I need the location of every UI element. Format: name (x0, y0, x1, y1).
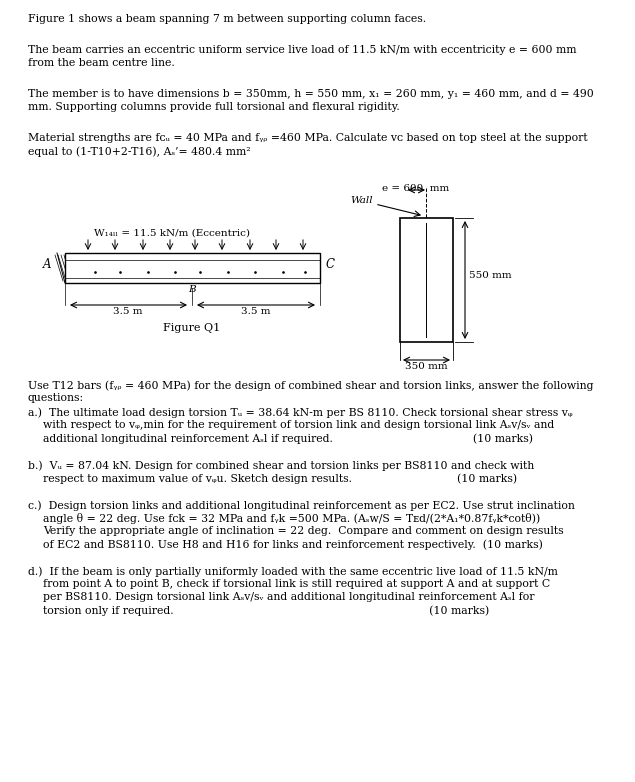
Text: Verify the appropriate angle of inclination = 22 deg.  Compare and comment on de: Verify the appropriate angle of inclinat… (43, 526, 564, 536)
Text: per BS8110. Design torsional link Aₛv/sᵥ and additional longitudinal reinforceme: per BS8110. Design torsional link Aₛv/sᵥ… (43, 592, 535, 602)
Text: Figure Q1: Figure Q1 (163, 323, 220, 333)
Text: d.)  If the beam is only partially uniformly loaded with the same eccentric live: d.) If the beam is only partially unifor… (28, 566, 558, 576)
Text: Figure 1 shows a beam spanning 7 m between supporting column faces.: Figure 1 shows a beam spanning 7 m betwe… (28, 14, 426, 24)
Text: with respect to vᵩ,min for the requirement of torsion link and design torsional : with respect to vᵩ,min for the requireme… (43, 420, 554, 430)
Text: Wall: Wall (350, 196, 373, 205)
Text: additional longitudinal reinforcement Aₛl if required.                          : additional longitudinal reinforcement Aₛ… (43, 433, 533, 443)
Text: B: B (188, 285, 196, 294)
Text: mm. Supporting columns provide full torsional and flexural rigidity.: mm. Supporting columns provide full tors… (28, 102, 400, 112)
Text: from the beam centre line.: from the beam centre line. (28, 58, 175, 68)
Text: a.)  The ultimate load design torsion Tᵤ = 38.64 kN-m per BS 8110. Check torsion: a.) The ultimate load design torsion Tᵤ … (28, 407, 573, 418)
Text: A: A (43, 257, 51, 271)
Bar (65, 253, 320, 283)
Text: angle θ = 22 deg. Use fᴄk = 32 MPa and fᵧk =500 MPa. (Aₛw/S = Tᴇd/(2*A₁*0.87fᵧk*: angle θ = 22 deg. Use fᴄk = 32 MPa and f… (43, 513, 540, 524)
Text: respect to maximum value of vᵩu. Sketch design results.                         : respect to maximum value of vᵩu. Sketch … (43, 473, 517, 483)
Text: 3.5 m: 3.5 m (113, 307, 143, 316)
Text: questions:: questions: (28, 393, 84, 403)
Text: The member is to have dimensions b = 350mm, h = 550 mm, x₁ = 260 mm, y₁ = 460 mm: The member is to have dimensions b = 350… (28, 89, 594, 99)
Text: equal to (1-T10+2-T16), Aₛ’= 480.4 mm²: equal to (1-T10+2-T16), Aₛ’= 480.4 mm² (28, 146, 251, 156)
Text: e = 600  mm: e = 600 mm (382, 184, 450, 193)
Text: W₁₄ₗₗ = 11.5 kN/m (Eccentric): W₁₄ₗₗ = 11.5 kN/m (Eccentric) (94, 229, 250, 238)
Text: from point A to point B, check if torsional link is still required at support A : from point A to point B, check if torsio… (43, 579, 550, 589)
Text: C: C (326, 257, 335, 271)
Text: Use T12 bars (fᵧᵨ = 460 MPa) for the design of combined shear and torsion links,: Use T12 bars (fᵧᵨ = 460 MPa) for the des… (28, 380, 594, 390)
Text: Material strengths are fᴄᵤ = 40 MPa and fᵧᵨ =460 MPa. Calculate vᴄ based on top : Material strengths are fᴄᵤ = 40 MPa and … (28, 133, 587, 143)
Text: torsion only if required.                                                       : torsion only if required. (43, 605, 489, 615)
Text: The beam carries an eccentric uniform service live load of 11.5 kN/m with eccent: The beam carries an eccentric uniform se… (28, 45, 577, 55)
Text: 550 mm: 550 mm (469, 271, 512, 281)
Text: 3.5 m: 3.5 m (241, 307, 271, 316)
Text: b.)  Vᵤ = 87.04 kN. Design for combined shear and torsion links per BS8110 and c: b.) Vᵤ = 87.04 kN. Design for combined s… (28, 460, 534, 471)
Text: c.)  Design torsion links and additional longitudinal reinforcement as per EC2. : c.) Design torsion links and additional … (28, 500, 575, 511)
Text: 350 mm: 350 mm (404, 362, 447, 371)
Bar (400, 218, 453, 342)
Text: of EC2 and BS8110. Use H8 and H16 for links and reinforcement respectively.  (10: of EC2 and BS8110. Use H8 and H16 for li… (43, 539, 543, 550)
